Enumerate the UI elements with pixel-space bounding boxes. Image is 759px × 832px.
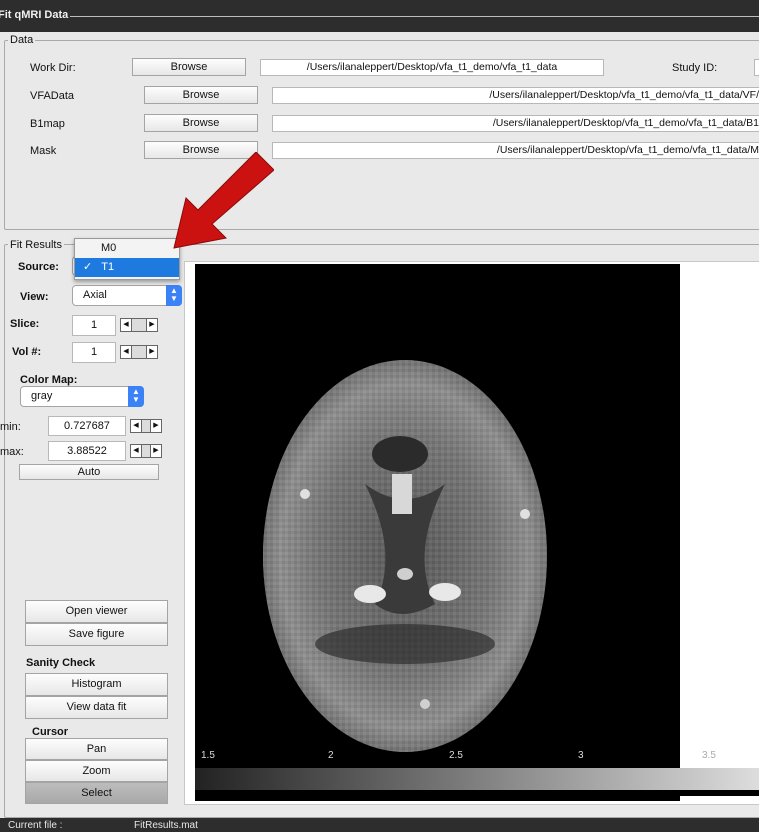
left-arrow-icon[interactable]: ◀ bbox=[120, 318, 132, 332]
max-stepper[interactable]: ◀ ▶ bbox=[130, 444, 162, 458]
mask-browse-button[interactable]: Browse bbox=[144, 141, 258, 159]
mask-label: Mask bbox=[30, 145, 57, 157]
source-dropdown-menu: M0 ✓ T1 bbox=[74, 238, 180, 280]
brain-slice-image bbox=[263, 360, 547, 752]
chevron-updown-icon: ▲▼ bbox=[166, 285, 182, 306]
slider-thumb[interactable] bbox=[142, 444, 150, 458]
colorbar-tick-5: 3.5 bbox=[702, 750, 716, 761]
current-file-label: Current file : bbox=[8, 820, 63, 831]
vol-label: Vol #: bbox=[12, 346, 42, 358]
fit-results-legend: Fit Results bbox=[8, 239, 64, 251]
slider-thumb[interactable] bbox=[132, 345, 146, 359]
view-data-fit-button[interactable]: View data fit bbox=[25, 696, 168, 719]
fit-results-panel: Fit Results Source: ▲▼ View: Axial ▲▼ Sl… bbox=[0, 234, 759, 818]
min-label: min: bbox=[0, 421, 21, 433]
image-canvas[interactable] bbox=[195, 264, 680, 801]
study-id-field[interactable] bbox=[754, 59, 759, 76]
study-id-label: Study ID: bbox=[672, 62, 718, 74]
open-viewer-button[interactable]: Open viewer bbox=[25, 600, 168, 623]
sanity-check-label: Sanity Check bbox=[26, 657, 96, 669]
pan-button[interactable]: Pan bbox=[25, 738, 168, 760]
select-button[interactable]: Select bbox=[25, 782, 168, 804]
data-fieldset bbox=[4, 40, 759, 230]
vfadata-path-field[interactable]: /Users/ilanaleppert/Desktop/vfa_t1_demo/… bbox=[272, 87, 759, 104]
slice-label: Slice: bbox=[10, 318, 40, 330]
checkmark-icon: ✓ bbox=[83, 261, 93, 273]
auto-button[interactable]: Auto bbox=[19, 464, 159, 480]
vfadata-browse-button[interactable]: Browse bbox=[144, 86, 258, 104]
slice-field[interactable]: 1 bbox=[72, 315, 116, 336]
view-select[interactable]: Axial ▲ ▼ bbox=[72, 285, 182, 306]
work-dir-label: Work Dir: bbox=[30, 62, 76, 74]
title-divider bbox=[70, 16, 759, 17]
colorbar bbox=[195, 768, 759, 790]
source-option-m0[interactable]: M0 bbox=[101, 242, 117, 254]
vol-field[interactable]: 1 bbox=[72, 342, 116, 363]
max-field[interactable]: 3.88522 bbox=[48, 441, 126, 461]
red-arrow-icon bbox=[173, 152, 274, 249]
colormap-select[interactable]: gray ▲ ▼ bbox=[20, 386, 144, 407]
right-arrow-icon[interactable]: ▶ bbox=[150, 419, 162, 433]
status-bar: Current file : FitResults.mat bbox=[0, 818, 759, 832]
save-figure-button[interactable]: Save figure bbox=[25, 623, 168, 646]
source-label: Source: bbox=[18, 261, 59, 273]
window-title-bar: Fit qMRI Data bbox=[0, 0, 759, 32]
slider-thumb[interactable] bbox=[132, 318, 146, 332]
view-label: View: bbox=[20, 291, 49, 303]
work-dir-field[interactable]: /Users/ilanaleppert/Desktop/vfa_t1_demo/… bbox=[260, 59, 604, 76]
right-arrow-icon[interactable]: ▶ bbox=[146, 318, 158, 332]
source-option-t1-label: T1 bbox=[101, 261, 115, 273]
source-option-t1[interactable]: ✓ T1 bbox=[75, 258, 179, 277]
work-dir-browse-button[interactable]: Browse bbox=[132, 58, 246, 76]
slider-thumb[interactable] bbox=[142, 419, 150, 433]
colorbar-tick-2: 2 bbox=[328, 750, 334, 761]
slice-stepper[interactable]: ◀ ▶ bbox=[120, 318, 158, 332]
max-label: max: bbox=[0, 446, 24, 458]
data-legend: Data bbox=[8, 34, 36, 46]
b1map-path-field[interactable]: /Users/ilanaleppert/Desktop/vfa_t1_demo/… bbox=[272, 115, 759, 132]
min-field[interactable]: 0.727687 bbox=[48, 416, 126, 436]
left-arrow-icon[interactable]: ◀ bbox=[120, 345, 132, 359]
b1map-label: B1map bbox=[30, 118, 65, 130]
colorbar-tick-3: 2.5 bbox=[449, 750, 463, 761]
right-arrow-icon[interactable]: ▶ bbox=[150, 444, 162, 458]
window-title: Fit qMRI Data bbox=[0, 9, 69, 21]
colorbar-base bbox=[195, 790, 759, 796]
current-file-value: FitResults.mat bbox=[134, 820, 198, 831]
chevron-updown-icon: ▲▼ bbox=[128, 386, 144, 407]
colorbar-tick-4: 3 bbox=[578, 750, 584, 761]
left-arrow-icon[interactable]: ◀ bbox=[130, 419, 142, 433]
vol-stepper[interactable]: ◀ ▶ bbox=[120, 345, 158, 359]
colormap-select-value: gray bbox=[31, 390, 53, 402]
vfadata-label: VFAData bbox=[30, 90, 75, 102]
min-stepper[interactable]: ◀ ▶ bbox=[130, 419, 162, 433]
left-arrow-icon[interactable]: ◀ bbox=[130, 444, 142, 458]
zoom-button[interactable]: Zoom bbox=[25, 760, 168, 782]
view-select-value: Axial bbox=[83, 289, 107, 301]
histogram-button[interactable]: Histogram bbox=[25, 673, 168, 696]
b1map-browse-button[interactable]: Browse bbox=[144, 114, 258, 132]
fit-results-fieldset bbox=[4, 244, 759, 818]
colorbar-tick-1: 1.5 bbox=[201, 750, 215, 761]
data-panel: Data Work Dir: Browse /Users/ilanalepper… bbox=[0, 32, 759, 234]
colormap-label: Color Map: bbox=[20, 374, 78, 386]
mask-path-field[interactable]: /Users/ilanaleppert/Desktop/vfa_t1_demo/… bbox=[272, 142, 759, 159]
right-arrow-icon[interactable]: ▶ bbox=[146, 345, 158, 359]
cursor-label: Cursor bbox=[32, 726, 69, 738]
